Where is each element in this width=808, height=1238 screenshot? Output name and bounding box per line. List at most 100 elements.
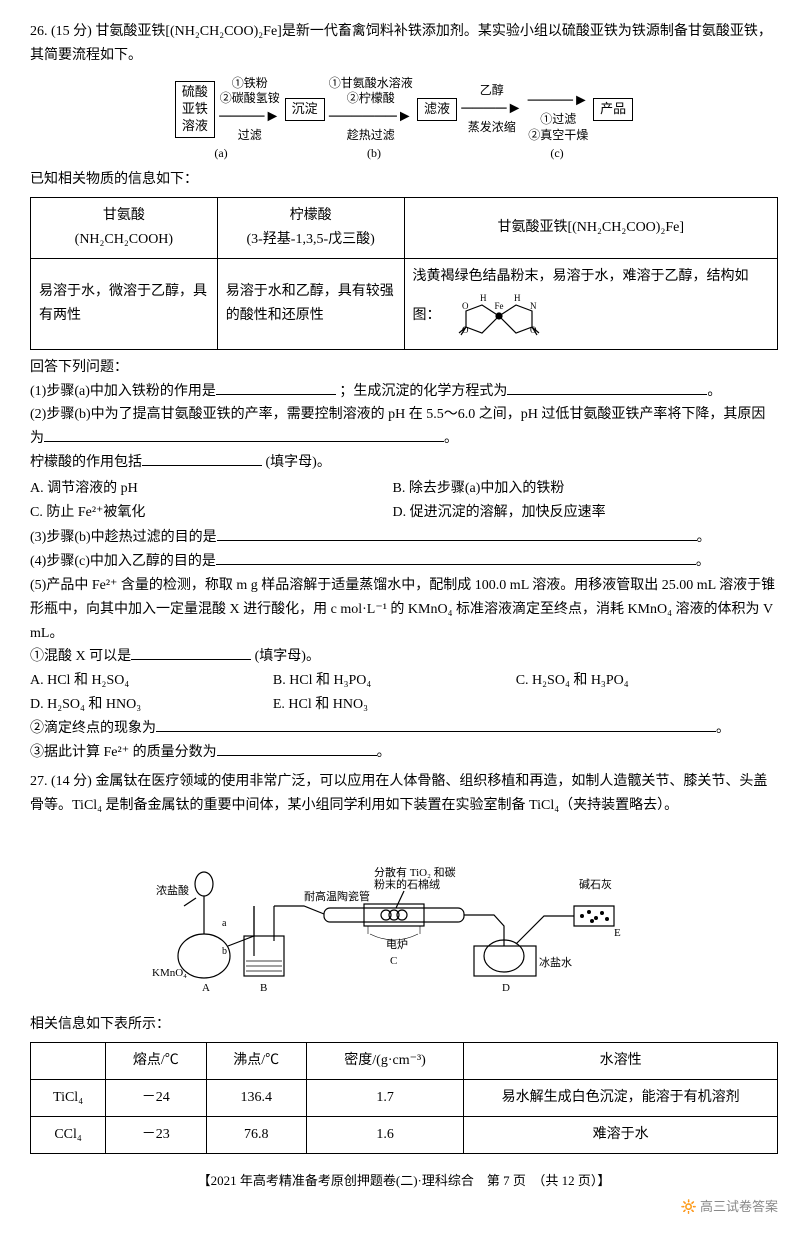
flow-node-b: 滤液 bbox=[417, 98, 457, 121]
svg-text:N: N bbox=[530, 301, 537, 311]
flow-step-a: ①铁粉 ②碳酸氢铵 ────► 过滤 bbox=[218, 76, 281, 144]
td: 1.7 bbox=[306, 1080, 463, 1117]
td: 难溶于水 bbox=[464, 1117, 778, 1154]
flow-step-c: ────► ①过滤 ②真空干燥 bbox=[527, 76, 590, 144]
q26-options-2: A. 调节溶液的 pH B. 除去步骤(a)中加入的铁粉 C. 防止 Fe²⁺被… bbox=[30, 477, 778, 525]
td: 1.6 bbox=[306, 1117, 463, 1154]
svg-text:分散有 TiO₂ 和碳: 分散有 TiO₂ 和碳 bbox=[374, 865, 456, 879]
svg-text:冰盐水: 冰盐水 bbox=[539, 956, 572, 969]
flow-label-b: (b) bbox=[284, 143, 464, 163]
opt5-a: A. HCl 和 H₂SO₄ bbox=[30, 669, 269, 693]
svg-text:E: E bbox=[614, 927, 621, 939]
blank bbox=[217, 741, 377, 756]
flow-step-bc: 乙醇 ────► 蒸发浓缩 bbox=[460, 83, 523, 135]
table-row: TiCl₄ －24 136.4 1.7 易水解生成白色沉淀，能溶于有机溶剂 bbox=[31, 1080, 778, 1117]
t1-r2: 易溶于水和乙醇，具有较强的酸性和还原性 bbox=[217, 258, 404, 349]
blank bbox=[142, 451, 262, 466]
q26-part1: (1)步骤(a)中加入铁粉的作用是 ；生成沉淀的化学方程式为。 bbox=[30, 380, 778, 404]
flow-label-c: (c) bbox=[467, 143, 647, 163]
t1-r1: 易溶于水，微溶于乙醇，具有两性 bbox=[31, 258, 218, 349]
q26-number: 26. bbox=[30, 24, 48, 39]
flow-step-b: ①甘氨酸水溶液 ②柠檬酸 ──────► 趁热过滤 bbox=[328, 76, 414, 144]
apparatus-svg-icon: 浓盐酸 KMnO₄ A a b B 耐高温陶瓷管 bbox=[144, 826, 664, 996]
known-intro: 已知相关物质的信息如下： bbox=[30, 168, 778, 192]
t1-r3: 浅黄褐绿色结晶粉末，易溶于水，难溶于乙醇，结构如图： Fe O O N O H … bbox=[404, 258, 778, 349]
t1-h3: 甘氨酸亚铁[(NH₂CH₂COO)₂Fe] bbox=[404, 198, 778, 259]
td: －23 bbox=[106, 1117, 206, 1154]
td: －24 bbox=[106, 1080, 206, 1117]
p1b-text: ；生成沉淀的化学方程式为 bbox=[339, 384, 507, 399]
td: 76.8 bbox=[206, 1117, 306, 1154]
blank bbox=[507, 380, 707, 395]
t1-h2: 柠檬酸 (3-羟基-1,3,5-戊三酸) bbox=[217, 198, 404, 259]
blank bbox=[156, 717, 716, 732]
q26-part3: (3)步骤(b)中趁热过滤的目的是。 bbox=[30, 526, 778, 550]
table-header-row: 熔点/℃ 沸点/℃ 密度/(g·cm⁻³) 水溶性 bbox=[31, 1043, 778, 1080]
blank bbox=[217, 526, 697, 541]
td: CCl₄ bbox=[31, 1117, 106, 1154]
svg-text:C: C bbox=[390, 955, 397, 967]
blank bbox=[44, 427, 444, 442]
q27-apparatus-diagram: 浓盐酸 KMnO₄ A a b B 耐高温陶瓷管 bbox=[30, 826, 778, 1005]
q26-part5: (5)产品中 Fe²⁺ 含量的检测，称取 m g 样品溶解于适量蒸馏水中，配制成… bbox=[30, 574, 778, 764]
q26-part2: (2)步骤(b)中为了提高甘氨酸亚铁的产率，需要控制溶液的 pH 在 5.5～6… bbox=[30, 403, 778, 524]
q26-part4: (4)步骤(c)中加入乙醇的目的是。 bbox=[30, 550, 778, 574]
opt5-c: C. H₂SO₄ 和 H₃PO₄ bbox=[516, 669, 755, 693]
q26-header: 26. (15 分) 甘氨酸亚铁[(NH₂CH₂COO)₂Fe]是新一代畜禽饲料… bbox=[30, 20, 778, 68]
opt-d: D. 促进沉淀的溶解，加快反应速率 bbox=[393, 501, 752, 525]
svg-text:H: H bbox=[480, 293, 487, 303]
svg-text:D: D bbox=[502, 982, 510, 994]
q27-number: 27. bbox=[30, 774, 48, 789]
flow-label-a: (a) bbox=[161, 143, 281, 163]
q26-info-table: 甘氨酸 (NH₂CH₂COOH) 柠檬酸 (3-羟基-1,3,5-戊三酸) 甘氨… bbox=[30, 197, 778, 349]
flow-box-start: 硫酸 亚铁 溶液 bbox=[175, 81, 215, 138]
svg-text:B: B bbox=[260, 982, 267, 994]
svg-text:O: O bbox=[462, 301, 469, 311]
p3-text: (3)步骤(b)中趁热过滤的目的是 bbox=[30, 530, 217, 545]
svg-text:A: A bbox=[202, 982, 210, 994]
q27-info-table: 熔点/℃ 沸点/℃ 密度/(g·cm⁻³) 水溶性 TiCl₄ －24 136.… bbox=[30, 1042, 778, 1153]
arrow-icon: ────► bbox=[527, 91, 590, 112]
t1-h1: 甘氨酸 (NH₂CH₂COOH) bbox=[31, 198, 218, 259]
opt-c: C. 防止 Fe²⁺被氧化 bbox=[30, 501, 389, 525]
flow-node-c: 产品 bbox=[593, 98, 633, 121]
p5-3-text: ③据此计算 Fe²⁺ 的质量分数为 bbox=[30, 745, 217, 760]
watermark-corner: 🔆 高三试卷答案 bbox=[30, 1196, 778, 1218]
p5-text: (5)产品中 Fe²⁺ 含量的检测，称取 m g 样品溶解于适量蒸馏水中，配制成… bbox=[30, 578, 775, 641]
blank bbox=[131, 645, 251, 660]
question-26: 26. (15 分) 甘氨酸亚铁[(NH₂CH₂COO)₂Fe]是新一代畜禽饲料… bbox=[30, 20, 778, 764]
q26-points: (15 分) bbox=[51, 24, 92, 39]
svg-text:b: b bbox=[222, 946, 227, 957]
q27-table-intro: 相关信息如下表所示： bbox=[30, 1013, 778, 1037]
opt-b: B. 除去步骤(a)中加入的铁粉 bbox=[393, 477, 752, 501]
opt-a: A. 调节溶液的 pH bbox=[30, 477, 389, 501]
svg-text:浓盐酸: 浓盐酸 bbox=[156, 883, 189, 897]
td: 易水解生成白色沉淀，能溶于有机溶剂 bbox=[464, 1080, 778, 1117]
blank bbox=[216, 550, 696, 565]
glycine-iron-structure-icon: Fe O O N O H H bbox=[444, 289, 554, 343]
q26-flow-diagram: 硫酸 亚铁 溶液 ①铁粉 ②碳酸氢铵 ────► 过滤 沉淀 ①甘氨酸水溶液 ②… bbox=[30, 76, 778, 164]
svg-text:耐高温陶瓷管: 耐高温陶瓷管 bbox=[304, 889, 370, 903]
question-27: 27. (14 分) 金属钛在医疗领域的使用非常广泛，可以应用在人体骨骼、组织移… bbox=[30, 770, 778, 1154]
answer-intro: 回答下列问题： bbox=[30, 356, 778, 380]
q26-intro: 甘氨酸亚铁[(NH₂CH₂COO)₂Fe]是新一代畜禽饲料补铁添加剂。某实验小组… bbox=[30, 24, 772, 63]
th-3: 密度/(g·cm⁻³) bbox=[306, 1043, 463, 1080]
q27-header: 27. (14 分) 金属钛在医疗领域的使用非常广泛，可以应用在人体骨骼、组织移… bbox=[30, 770, 778, 818]
p1a-text: (1)步骤(a)中加入铁粉的作用是 bbox=[30, 384, 216, 399]
p2c-text: (填字母)。 bbox=[266, 455, 331, 470]
table-row: CCl₄ －23 76.8 1.6 难溶于水 bbox=[31, 1117, 778, 1154]
p4-text: (4)步骤(c)中加入乙醇的目的是 bbox=[30, 554, 216, 569]
svg-text:碱石灰: 碱石灰 bbox=[579, 877, 612, 891]
p5-1a-text: ①混酸 X 可以是 bbox=[30, 649, 131, 664]
q26-options-5: A. HCl 和 H₂SO₄ B. HCl 和 H₃PO₄ C. H₂SO₄ 和… bbox=[30, 669, 778, 717]
opt5-b: B. HCl 和 H₃PO₄ bbox=[273, 669, 512, 693]
arrow-icon: ────► bbox=[460, 99, 523, 120]
svg-text:Fe: Fe bbox=[495, 301, 504, 311]
q27-intro: 金属钛在医疗领域的使用非常广泛，可以应用在人体骨骼、组织移植和再造，如制人造髋关… bbox=[30, 774, 767, 813]
arrow-icon: ──────► bbox=[328, 107, 414, 128]
opt5-d: D. H₂SO₄ 和 HNO₃ bbox=[30, 693, 269, 717]
p5-1b-text: (填字母)。 bbox=[255, 649, 320, 664]
p5-2-text: ②滴定终点的现象为 bbox=[30, 721, 156, 736]
th-4: 水溶性 bbox=[464, 1043, 778, 1080]
th-1: 熔点/℃ bbox=[106, 1043, 206, 1080]
